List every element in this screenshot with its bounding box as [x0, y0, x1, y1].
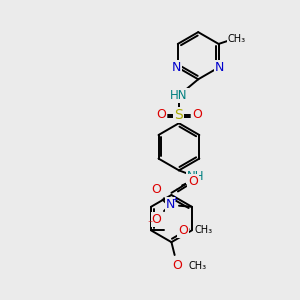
Text: NH: NH — [187, 170, 205, 183]
Text: N: N — [215, 61, 224, 74]
Text: O: O — [152, 183, 161, 196]
Text: O: O — [188, 175, 198, 188]
Text: +: + — [171, 195, 178, 204]
Text: O: O — [156, 108, 166, 121]
Text: N: N — [172, 61, 182, 74]
Text: N: N — [166, 198, 175, 211]
Text: CH₃: CH₃ — [195, 225, 213, 236]
Text: O: O — [152, 213, 161, 226]
Text: O: O — [172, 259, 182, 272]
Text: CH₃: CH₃ — [228, 34, 246, 44]
Text: O: O — [178, 224, 188, 237]
Text: CH₃: CH₃ — [189, 261, 207, 271]
Text: HN: HN — [170, 89, 188, 102]
Text: S: S — [175, 108, 183, 122]
Text: O: O — [192, 108, 202, 121]
Text: ⁻: ⁻ — [148, 219, 153, 229]
